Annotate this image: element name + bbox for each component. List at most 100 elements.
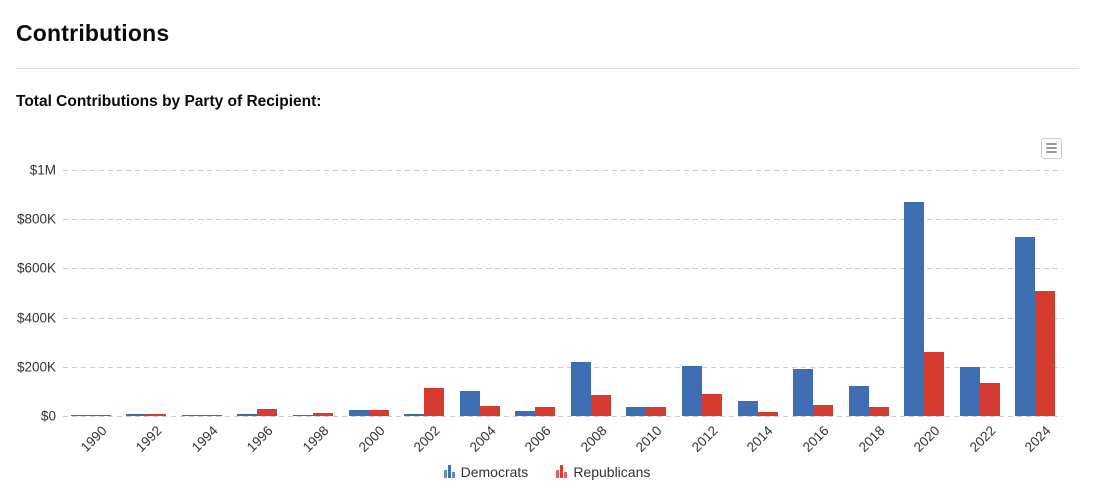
gridline [63, 219, 1063, 221]
republicans-bar-2014[interactable] [757, 411, 778, 416]
x-axis-tick-label: 2024 [1021, 422, 1054, 455]
legend-label: Democrats [460, 463, 529, 480]
y-axis-tick-label: $200K [16, 359, 56, 375]
democrats-bar-1998[interactable] [293, 414, 314, 416]
contributions-chart: $0 $200K $400K $600K $800K $1M 1990 1992 1994 19… [16, 131, 1078, 501]
republicans-bar-2004[interactable] [479, 405, 500, 416]
democrats-bar-2018[interactable] [848, 385, 869, 416]
chart-context-menu-button[interactable] [1041, 137, 1062, 159]
bar-group-2020 [896, 170, 952, 416]
y-axis-labels: $0 $200K $400K $600K $800K $1M [16, 162, 56, 423]
democrats-bar-2016[interactable] [793, 368, 814, 416]
x-axis-tick-label: 1996 [244, 422, 277, 455]
bar-group-1990 [63, 170, 119, 416]
y-axis-tick-label: $1M [29, 162, 56, 178]
x-axis-tick-label: 1990 [77, 422, 110, 455]
republicans-bar-1994[interactable] [201, 414, 222, 416]
bar-group-2022 [952, 170, 1008, 416]
republicans-bar-2020[interactable] [924, 351, 945, 416]
y-axis-tick-label: $800K [16, 211, 56, 227]
bar-group-2006 [508, 170, 564, 416]
democrats-bar-2024[interactable] [1015, 236, 1036, 416]
bar-group-1992 [119, 170, 175, 416]
legend-item-democrats[interactable]: Democrats [443, 463, 529, 480]
democrats-bar-2008[interactable] [570, 361, 591, 416]
x-axis-tick-label: 2014 [744, 422, 777, 455]
x-axis-tick-label: 1994 [188, 422, 221, 455]
bar-groups [63, 170, 1063, 416]
democrats-bar-1990[interactable] [70, 414, 91, 416]
bar-group-2008 [563, 170, 619, 416]
page-title: Contributions [16, 20, 170, 46]
bar-group-1996 [230, 170, 286, 416]
x-axis-tick-label: 2010 [633, 422, 665, 455]
gridline [63, 366, 1063, 368]
bar-group-2016 [785, 170, 841, 416]
bar-group-2010 [619, 170, 675, 416]
republicans-bar-2012[interactable] [701, 393, 722, 416]
x-axis-tick-label: 2018 [855, 422, 888, 455]
bar-group-2014 [730, 170, 786, 416]
democrats-bar-1996[interactable] [237, 413, 258, 416]
republicans-bar-2024[interactable] [1035, 290, 1056, 416]
x-axis-tick-label: 2004 [466, 422, 499, 455]
republicans-bar-2002[interactable] [424, 387, 445, 416]
democrats-bar-2006[interactable] [515, 410, 536, 416]
democrats-bar-1992[interactable] [126, 413, 147, 416]
x-axis-tick-label: 2022 [966, 422, 999, 455]
republicans-bar-1990[interactable] [90, 414, 111, 416]
bar-group-2018 [841, 170, 897, 416]
legend-label: Republicans [573, 463, 651, 480]
hamburger-menu-icon [1046, 143, 1057, 154]
plot-area [63, 169, 1063, 417]
y-axis-tick-label: $0 [40, 408, 56, 424]
republicans-bar-2006[interactable] [535, 406, 556, 416]
gridline [63, 268, 1063, 270]
gridline [63, 415, 1063, 417]
mini-bar-chart-icon [443, 465, 455, 479]
republicans-bar-2000[interactable] [368, 409, 389, 416]
bar-group-2012 [674, 170, 730, 416]
republicans-bar-2022[interactable] [979, 382, 1000, 416]
republicans-bar-2010[interactable] [646, 406, 667, 416]
x-axis-tick-label: 1998 [299, 422, 332, 455]
bar-group-2000 [341, 170, 397, 416]
bar-group-2004 [452, 170, 508, 416]
republicans-bar-1996[interactable] [257, 408, 278, 416]
section-subtitle: Total Contributions by Party of Recipien… [16, 93, 322, 111]
democrats-bar-2022[interactable] [959, 366, 980, 416]
republicans-bar-1998[interactable] [313, 412, 334, 416]
democrats-bar-1994[interactable] [181, 414, 202, 416]
x-axis-tick-label: 2020 [910, 422, 943, 455]
democrats-bar-2020[interactable] [904, 201, 925, 416]
gridline [63, 317, 1063, 319]
gridline [63, 169, 1063, 171]
legend-item-republicans[interactable]: Republicans [556, 464, 650, 480]
democrats-bar-2000[interactable] [348, 409, 369, 416]
democrats-bar-2014[interactable] [737, 400, 758, 416]
y-axis-tick-label: $600K [16, 260, 56, 276]
bar-group-2024 [1008, 170, 1064, 416]
democrats-bar-2012[interactable] [681, 365, 702, 416]
republicans-bar-2018[interactable] [868, 406, 889, 416]
y-axis-tick-label: $400K [16, 310, 56, 325]
x-axis-tick-label: 2008 [577, 422, 610, 455]
bar-group-2002 [396, 170, 452, 416]
x-axis-tick-label: 2002 [410, 422, 443, 455]
republicans-bar-2016[interactable] [813, 404, 834, 416]
republicans-bar-2008[interactable] [590, 394, 611, 416]
bar-group-1994 [174, 170, 230, 416]
republicans-bar-1992[interactable] [146, 413, 167, 416]
x-axis-tick-label: 2016 [799, 422, 832, 455]
democrats-bar-2004[interactable] [459, 390, 480, 416]
x-axis-tick-label: 2000 [355, 422, 388, 455]
bar-group-1998 [285, 170, 341, 416]
chart-legend: Democrats Republicans [16, 464, 1078, 480]
x-axis-tick-label: 1992 [133, 422, 165, 455]
x-axis-tick-label: 2012 [688, 422, 721, 455]
x-axis-labels: 1990 1992 1994 1996 1998 2000 2002 2004 2006 2008… [63, 416, 1063, 468]
democrats-bar-2010[interactable] [626, 406, 647, 416]
democrats-bar-2002[interactable] [404, 413, 425, 416]
divider [16, 68, 1078, 70]
